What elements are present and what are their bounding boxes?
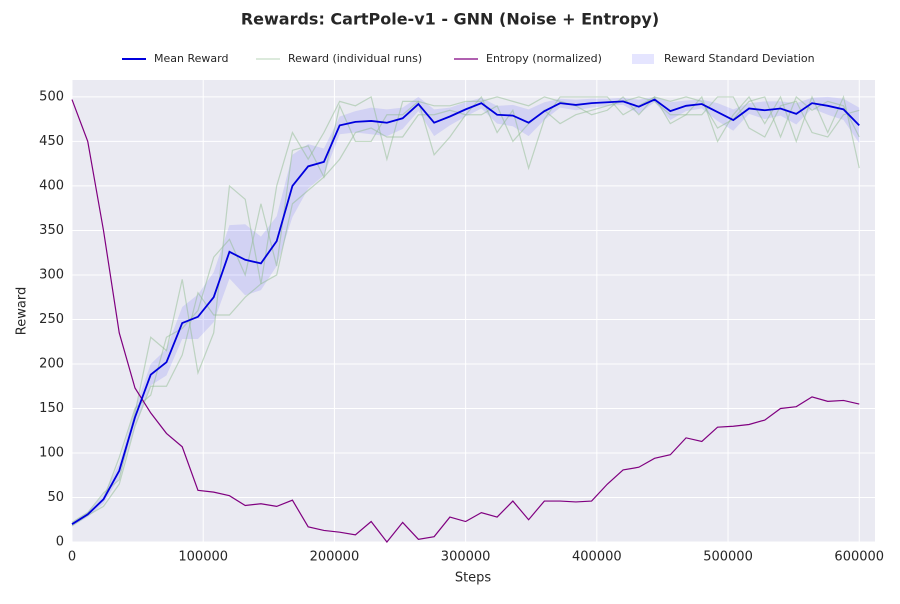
legend-label: Reward Standard Deviation [664,52,815,65]
y-tick-label: 100 [39,445,64,460]
x-tick-label: 200000 [310,550,360,565]
plot-area [72,80,875,542]
x-axis-label: Steps [455,571,492,586]
run-line [71,96,860,527]
y-axis-label: Reward [15,287,30,335]
x-tick-label: 0 [68,550,76,565]
legend-label: Entropy (normalized) [486,52,602,65]
y-tick-label: 50 [47,490,64,505]
y-tick-label: 0 [56,535,64,550]
entropy-line [71,99,860,543]
mean-line [71,98,860,525]
y-tick-label: 300 [39,267,64,282]
chart-title: Rewards: CartPole-v1 - GNN (Noise + Entr… [241,10,659,29]
x-tick-label: 600000 [834,550,884,565]
x-tick-label: 500000 [703,550,753,565]
y-tick-label: 400 [39,178,64,193]
y-tick-label: 250 [39,312,64,327]
run-line [71,95,860,525]
y-tick-label: 350 [39,223,64,238]
legend-label: Mean Reward [154,52,228,65]
legend-swatch [632,54,654,64]
y-tick-label: 450 [39,134,64,149]
y-tick-label: 150 [39,401,64,416]
x-tick-label: 300000 [441,550,491,565]
x-tick-label: 400000 [572,550,622,565]
y-tick-label: 200 [39,356,64,371]
y-tick-label: 500 [39,89,64,104]
legend-label: Reward (individual runs) [288,52,422,65]
x-tick-label: 100000 [178,550,228,565]
